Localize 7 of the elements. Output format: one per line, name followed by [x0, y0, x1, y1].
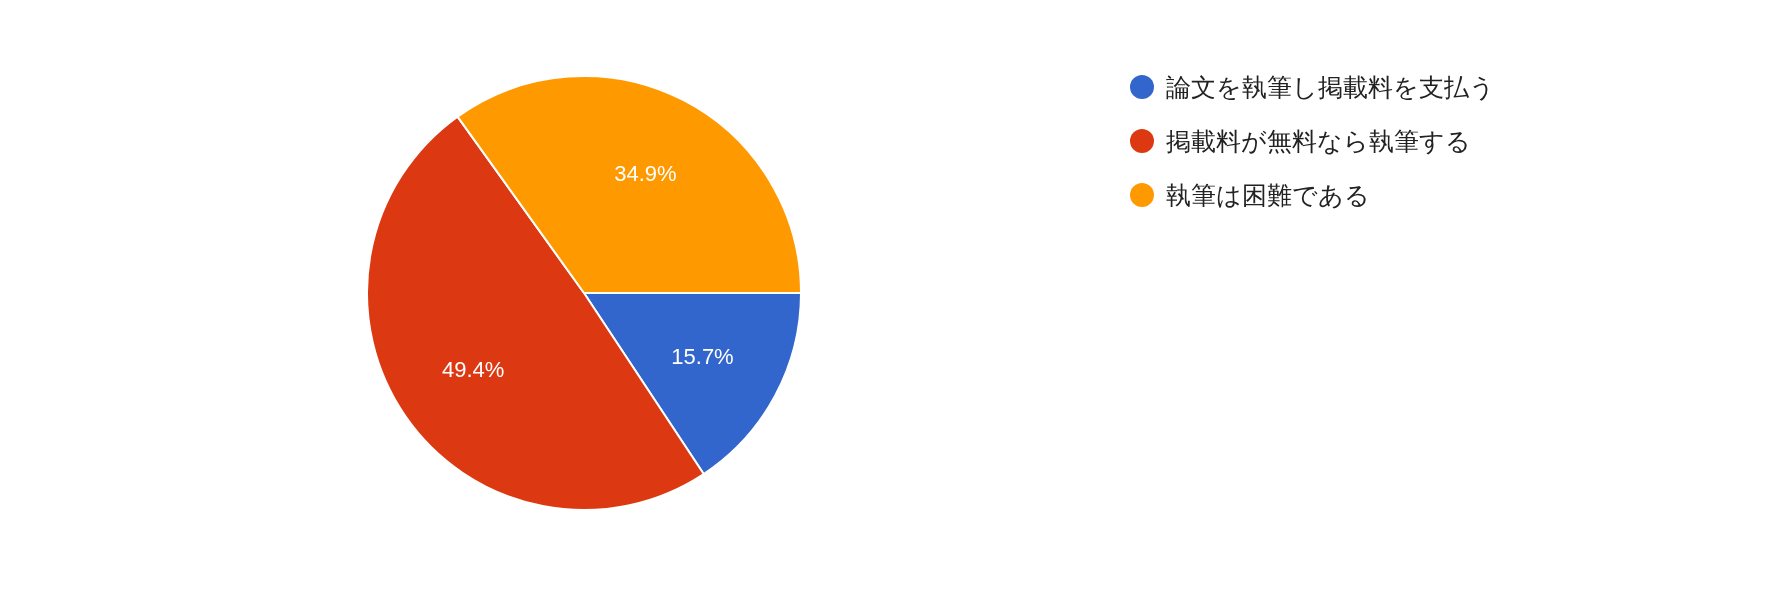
data-label: 34.9%	[614, 160, 677, 186]
data-label: 49.4%	[442, 356, 505, 382]
legend-label: 掲載料が無料なら執筆する	[1166, 127, 1471, 155]
legend-label: 論文を執筆し掲載料を支払う	[1166, 73, 1495, 101]
pie: 15.7% 49.4% 34.9%	[366, 75, 802, 511]
legend-label: 執筆は困難である	[1166, 181, 1370, 209]
data-label: 15.7%	[671, 344, 734, 370]
